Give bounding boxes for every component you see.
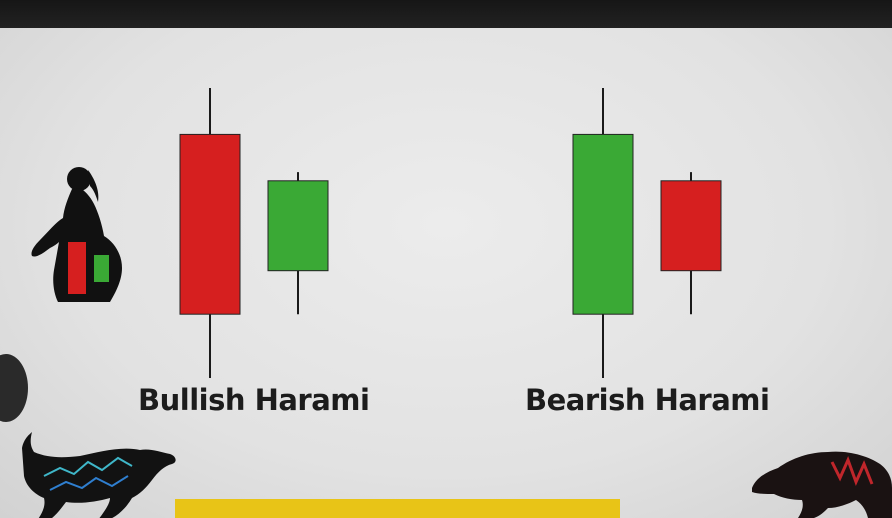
slide: Bullish Harami Bearish Harami: [0, 28, 892, 518]
belly-bearish-candle: [68, 242, 86, 294]
pregnant-woman-silhouette-icon: [31, 167, 123, 302]
pattern-1-candle-0-bullish-body: [572, 133, 634, 315]
bearish-harami-label: Bearish Harami: [525, 383, 770, 417]
belly-bullish-candle: [94, 255, 109, 282]
bullish-harami-label: Bullish Harami: [138, 383, 370, 417]
bullish-harami-chart: [179, 88, 329, 378]
pattern-0-candle-1-bullish-body: [267, 180, 329, 272]
pattern-0-candle-0-bearish-body: [179, 133, 241, 315]
pattern-1-candle-1-bearish-body: [660, 180, 722, 272]
bear-icon: [752, 451, 892, 518]
bearish-harami-chart: [572, 88, 722, 378]
bull-icon: [22, 432, 176, 518]
video-top-bar: [0, 0, 892, 28]
yellow-banner: [175, 499, 620, 518]
edge-shadow-shape: [0, 354, 28, 422]
